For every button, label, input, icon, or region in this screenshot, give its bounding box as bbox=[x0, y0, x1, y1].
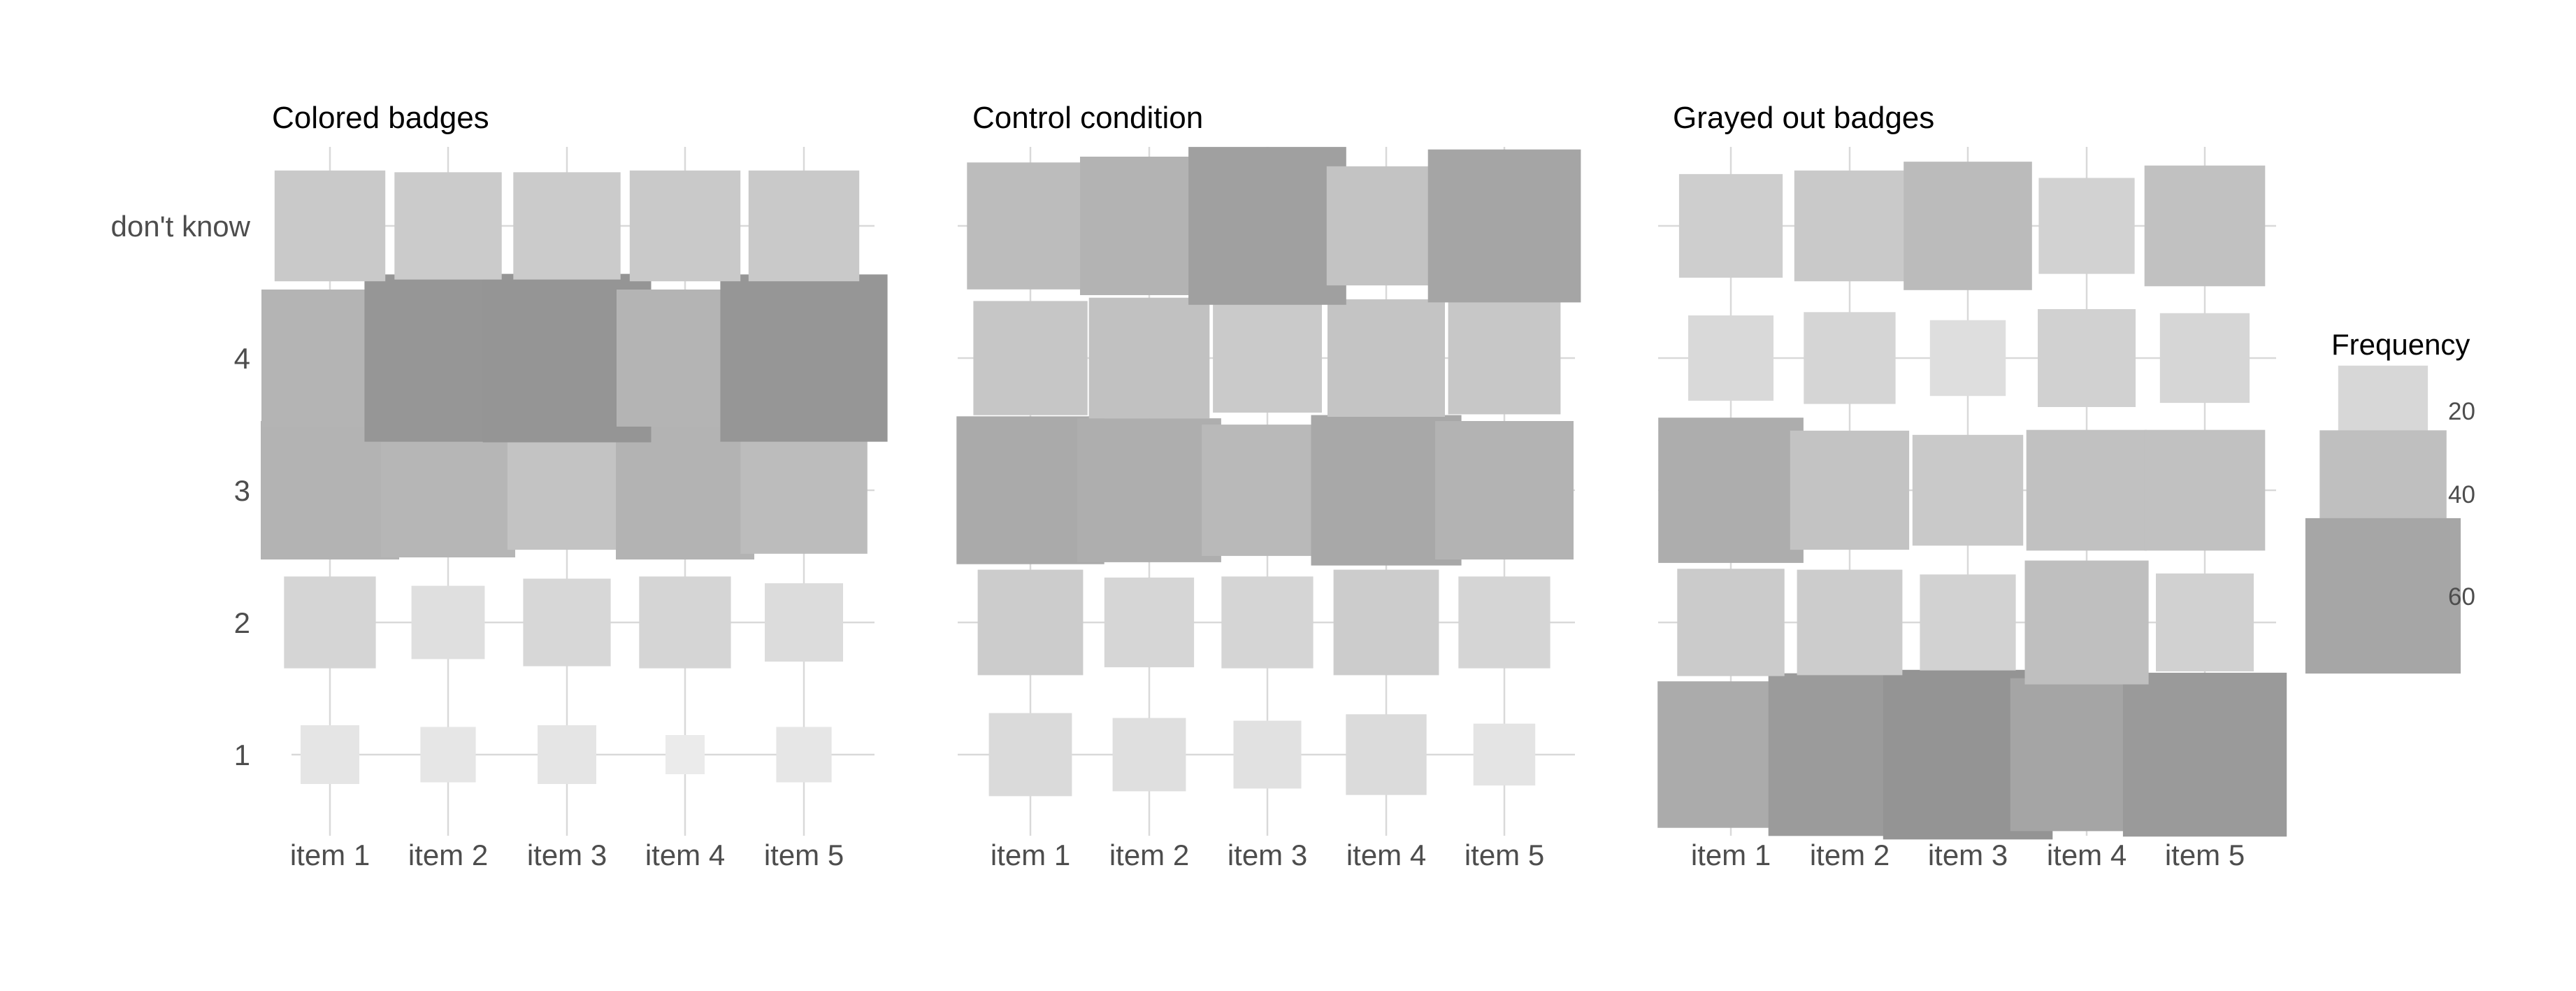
heat-cell bbox=[748, 170, 860, 282]
heat-cell bbox=[1920, 574, 2016, 671]
heat-cell bbox=[1448, 301, 1561, 415]
panel-title: Control condition bbox=[972, 101, 1203, 135]
x-tick-label: item 1 bbox=[991, 839, 1070, 871]
legend-key bbox=[2305, 518, 2461, 674]
x-tick-label: item 5 bbox=[1465, 839, 1544, 871]
x-tick-label: item 5 bbox=[2165, 839, 2245, 871]
legend-label: 40 bbox=[2448, 481, 2475, 508]
heat-cell bbox=[988, 713, 1072, 797]
heat-cell bbox=[507, 430, 627, 550]
heat-cell bbox=[261, 421, 399, 559]
heat-cell bbox=[1473, 723, 1536, 786]
heat-cell bbox=[1213, 304, 1322, 413]
legend-label: 20 bbox=[2448, 398, 2475, 425]
heat-cell bbox=[274, 170, 386, 282]
heat-cell bbox=[538, 725, 596, 784]
x-tick-label: item 4 bbox=[1346, 839, 1426, 871]
x-tick-label: item 2 bbox=[1109, 839, 1189, 871]
heat-cell bbox=[1104, 577, 1195, 668]
heat-cell bbox=[1077, 418, 1221, 562]
heat-cell bbox=[765, 583, 843, 662]
heat-cell bbox=[1929, 320, 2006, 397]
heat-cell bbox=[420, 727, 476, 783]
heat-cell bbox=[1435, 421, 1574, 559]
y-tick-label: 3 bbox=[234, 474, 250, 507]
heat-cell bbox=[1688, 315, 1773, 401]
heat-cell bbox=[1221, 576, 1314, 669]
heat-cell bbox=[1333, 569, 1439, 676]
heat-cell bbox=[2144, 165, 2266, 287]
chart-panels: Colored badges item 1 item 2 item 3 item 4 it… bbox=[111, 101, 2287, 871]
heat-cell bbox=[523, 578, 611, 666]
x-tick-label: item 3 bbox=[1928, 839, 2008, 871]
heat-cell bbox=[1790, 430, 1910, 550]
heat-cell bbox=[2144, 429, 2266, 551]
heat-cell bbox=[394, 172, 502, 280]
heat-cell bbox=[1797, 569, 1903, 676]
heat-cell bbox=[1912, 434, 2024, 546]
heat-cell bbox=[2122, 672, 2287, 837]
heat-cell bbox=[284, 576, 376, 669]
x-tick-label: item 3 bbox=[527, 839, 607, 871]
heat-cell bbox=[1904, 162, 2032, 290]
x-tick-label: item 4 bbox=[2047, 839, 2127, 871]
heat-cell bbox=[2038, 309, 2136, 407]
heat-cell bbox=[776, 727, 832, 783]
heat-cell bbox=[2024, 560, 2149, 685]
heat-cell bbox=[1427, 149, 1581, 303]
x-tick-label: item 1 bbox=[1691, 839, 1771, 871]
panel-2: Control condition item 1 item 2 item 3 item … bbox=[956, 101, 1581, 871]
heat-cell bbox=[977, 569, 1084, 676]
heat-cell bbox=[1112, 718, 1186, 792]
x-tick-label: item 3 bbox=[1228, 839, 1307, 871]
heat-cell bbox=[1326, 166, 1446, 286]
heat-cell bbox=[301, 725, 359, 784]
y-tick-label: 4 bbox=[234, 342, 250, 375]
panel-1: Colored badges item 1 item 2 item 3 item 4 it… bbox=[111, 101, 888, 871]
heat-cell bbox=[665, 735, 705, 774]
heat-cell bbox=[616, 421, 754, 559]
heat-cell bbox=[1677, 569, 1785, 676]
y-tick-label: don't know bbox=[111, 210, 251, 243]
x-tick-label: item 4 bbox=[645, 839, 725, 871]
heat-cell bbox=[1233, 720, 1302, 789]
heat-cell bbox=[720, 274, 888, 442]
y-tick-label: 2 bbox=[234, 606, 250, 639]
x-tick-label: item 1 bbox=[290, 839, 370, 871]
y-tick-label: 1 bbox=[234, 739, 250, 771]
heat-cell bbox=[2156, 573, 2254, 671]
heat-cell bbox=[967, 162, 1094, 290]
heat-cell bbox=[1678, 173, 1783, 278]
heat-cell bbox=[1458, 576, 1550, 669]
panel-title: Colored badges bbox=[272, 101, 489, 135]
frequency-legend: Frequency 20 40 60 bbox=[2305, 328, 2475, 674]
heat-cell bbox=[2159, 313, 2250, 404]
heat-cell bbox=[639, 576, 731, 669]
heat-cell bbox=[381, 423, 515, 557]
heat-cell bbox=[1327, 299, 1445, 417]
heat-cell bbox=[1794, 170, 1906, 282]
legend-title: Frequency bbox=[2331, 328, 2470, 361]
heat-cell bbox=[1188, 147, 1346, 305]
heat-cell bbox=[2038, 178, 2135, 274]
heat-cell bbox=[740, 427, 868, 554]
heat-cell bbox=[1088, 297, 1210, 419]
heat-cell bbox=[513, 172, 621, 280]
heat-cell bbox=[973, 301, 1088, 415]
heat-cell bbox=[411, 585, 485, 660]
heat-cell bbox=[629, 170, 741, 282]
legend-label: 60 bbox=[2448, 583, 2475, 611]
x-tick-label: item 2 bbox=[1810, 839, 1890, 871]
x-tick-label: item 5 bbox=[764, 839, 844, 871]
heat-cell bbox=[2026, 429, 2147, 551]
x-tick-label: item 2 bbox=[408, 839, 488, 871]
panel-title: Grayed out badges bbox=[1673, 101, 1934, 135]
panel-3: Grayed out badges item 1 item 2 item 3 item … bbox=[1657, 101, 2287, 871]
legend-entries: 20 40 60 bbox=[2305, 365, 2475, 674]
heat-cell bbox=[1804, 312, 1896, 404]
heat-cell bbox=[1346, 714, 1427, 795]
heat-cell bbox=[1658, 418, 1804, 563]
